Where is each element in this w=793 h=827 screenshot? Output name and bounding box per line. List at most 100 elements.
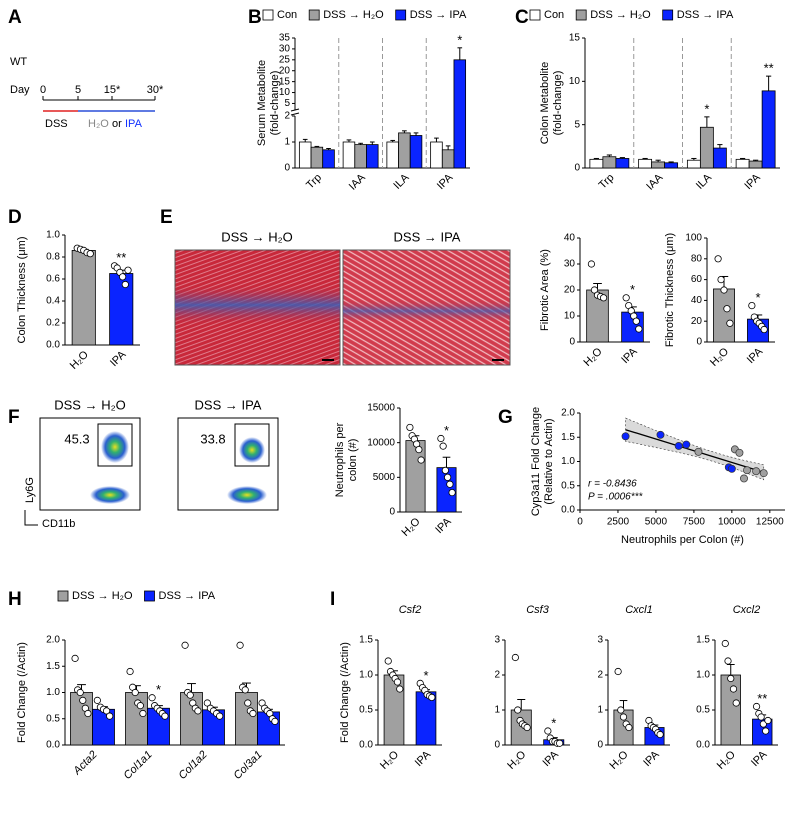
x-tick-label: 10000 [718,517,746,528]
legend-label: DSS → IPA [410,9,467,21]
y-tick-label: 15 [279,76,291,87]
y-tick-label: 0 [597,740,603,751]
legend-swatch [395,9,407,21]
data-point [619,713,628,721]
y-tick-label: 1.0 [696,670,710,681]
panel-label: I [330,589,335,610]
y-tick-label: 0 [574,163,580,174]
y-tick-label: 20 [691,316,703,327]
data-point [682,440,691,449]
data-point [714,255,722,263]
data-point [203,699,211,707]
data-point [446,480,454,488]
x-tick-label: H₂O [708,345,731,368]
y-axis-label: Fibrotic Area (%) [539,249,551,331]
x-tick-label: H₂O [607,748,630,771]
y-axis-label: colon (#) [347,439,359,482]
data-point [599,294,608,302]
data-point [635,325,643,333]
bar [398,132,411,169]
significance: * [630,282,635,297]
bar [720,674,741,746]
y-tick-label: 0.0 [561,505,575,516]
bar [615,158,630,169]
data-point [735,448,744,457]
bar [441,149,455,169]
y-tick-label: 80 [691,253,703,264]
treatment: H₂O [88,118,109,130]
data-point [437,434,445,443]
data-point [119,273,127,281]
y-tick-label: 10 [564,311,576,322]
x-tick-label: IAA [347,171,368,192]
y-tick-label: 1.5 [359,635,373,646]
y-tick-label: 0 [284,163,290,174]
data-point [632,317,640,325]
flow-title: DSS → IPA [195,397,262,412]
data-point [106,712,114,720]
data-point [656,430,665,439]
y-tick-label: 15 [569,33,581,44]
gate-value: 45.3 [64,431,89,446]
y-axis-label: Colon Metabolite [539,62,551,145]
bar [342,141,356,169]
data-point [614,667,622,676]
y-tick-label: 3 [494,635,500,646]
bar [713,288,735,343]
data-point [762,727,770,735]
data-point [544,727,552,735]
x-tick-label: IPA [108,348,129,369]
panel-label: A [8,7,22,28]
x-tick-label: Trp [597,172,617,192]
data-point [625,723,633,732]
data-point [271,717,279,725]
data-point [729,685,738,693]
x-tick-label: Col3a1 [232,749,265,782]
data-point [439,442,447,450]
data-point [417,456,425,464]
legend-swatch [662,9,674,21]
data-point [441,466,449,474]
data-point [236,641,244,649]
x-tick-label: H₂O [715,748,738,771]
data-point [759,469,768,478]
legend-label: DSS → H₂O [590,9,651,21]
x-tick-label: IPA [742,171,763,192]
significance: ** [757,691,767,706]
y-axis-label: Fibrotic Thickness (μm) [664,233,676,347]
data-point [194,707,202,715]
data-point [757,713,765,721]
data-point [732,699,740,707]
legend-swatch [144,590,155,602]
data-point [84,709,92,718]
y-tick-label: 20 [564,285,576,296]
data-point [764,716,772,725]
x-tick-label: ILA [391,171,412,192]
image-title: DSS → IPA [394,229,461,244]
data-point [244,699,252,707]
y-tick-label: 10 [569,76,581,87]
y-tick-label: 1 [597,705,603,716]
bar [405,440,426,513]
y-tick-label: 0.0 [696,740,710,751]
legend-swatch [262,9,274,21]
bar [602,156,617,169]
panel-label: F [8,407,20,428]
day: 15* [104,84,121,96]
data-point [393,678,402,686]
flow-plots: DSS → H₂O DSS → IPA 45.3 33.8 Ly6G CD11b [24,397,279,530]
data-point [587,260,596,268]
data-point [717,275,725,284]
x-tick-label: H₂O [399,515,422,538]
cell-cluster [90,486,130,504]
x-tick-label: 12500 [756,517,784,528]
bar [71,249,96,346]
y-tick-label: 0.6 [46,274,60,285]
panel-label: G [498,407,513,428]
data-point [514,706,522,714]
y-tick-label: 3 [597,635,603,646]
gate [234,423,270,467]
y-tick-label: 5 [284,98,290,109]
bar [310,146,324,169]
data-point [448,488,456,497]
